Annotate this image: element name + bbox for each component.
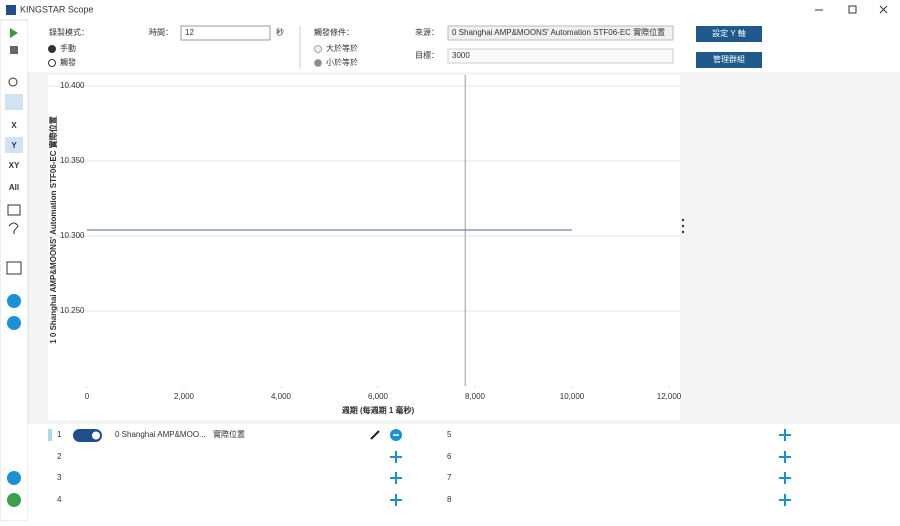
channel-index: 3	[57, 473, 62, 482]
x-tick-label: 10,000	[560, 392, 585, 401]
select-zoom-button[interactable]	[5, 94, 23, 110]
display-button[interactable]	[7, 471, 21, 485]
toolbar-button[interactable]: X	[11, 121, 17, 130]
x-axis-title: 週期 (每週期 1 毫秒)	[342, 405, 415, 415]
target-input[interactable]	[447, 48, 674, 64]
stop-button[interactable]	[10, 46, 18, 54]
toolbar-button[interactable]: All	[9, 183, 19, 192]
add-button[interactable]	[779, 429, 791, 441]
radio-label: 手動	[60, 43, 76, 53]
channel-color	[48, 429, 52, 441]
channel-index: 2	[57, 452, 62, 461]
export-button[interactable]	[6, 261, 22, 275]
record-mode-label: 錄製模式：	[49, 27, 89, 37]
channel-index: 8	[447, 495, 452, 504]
button-label: 設定 Y 軸	[712, 28, 746, 38]
toolbar-button[interactable]: XY	[9, 161, 20, 170]
toggle-knob	[92, 431, 100, 440]
add-button[interactable]	[779, 451, 791, 463]
channel-source: 0 Shanghai AMP&MOO...	[115, 430, 206, 439]
undo-button[interactable]	[8, 222, 19, 234]
channel-list: 1 0 Shanghai AMP&MOO... 實際位置 2 3 4 5 6 7 8	[48, 429, 791, 506]
time-label: 時間：	[149, 28, 173, 37]
x-tick-label: 8,000	[465, 392, 486, 401]
add-button[interactable]	[390, 472, 402, 484]
radio-label: 觸發	[60, 57, 76, 67]
title-bar	[0, 0, 900, 20]
help-button[interactable]	[7, 316, 21, 330]
info-button[interactable]	[7, 294, 21, 308]
menu-dot[interactable]	[681, 218, 685, 222]
radio-manual[interactable]	[48, 45, 56, 53]
time-unit: 秒	[276, 27, 284, 37]
source-value: 0 Shanghai AMP&MOONS' Automation STF06-E…	[452, 27, 665, 37]
y-axis-title: 1 0 Shanghai AMP&MOONS' Automation STF06…	[48, 116, 58, 344]
link-button[interactable]	[7, 493, 21, 507]
y-tick-label: 10.250	[60, 306, 85, 315]
channel-index: 4	[57, 495, 62, 504]
time-input[interactable]	[180, 25, 271, 41]
add-button[interactable]	[390, 451, 402, 463]
add-button[interactable]	[390, 494, 402, 506]
zoom-button[interactable]	[8, 77, 18, 87]
chart-area	[48, 75, 680, 420]
y-tick-label: 10.400	[60, 81, 85, 90]
x-tick-label: 2,000	[174, 392, 195, 401]
edit-button[interactable]	[370, 430, 380, 440]
x-tick-label: 4,000	[271, 392, 292, 401]
button-label: 管理群組	[713, 54, 745, 64]
add-button[interactable]	[779, 494, 791, 506]
source-select[interactable]	[447, 25, 674, 41]
play-button[interactable]	[10, 28, 18, 38]
x-tick-label: 0	[85, 392, 90, 401]
target-label: 目標：	[415, 50, 439, 60]
channel-signal: 實際位置	[213, 429, 245, 439]
channel-panel	[28, 424, 900, 521]
menu-dot	[681, 230, 685, 234]
source-label: 來源：	[415, 28, 439, 37]
y-zoom-active	[5, 137, 23, 153]
add-button[interactable]	[779, 472, 791, 484]
channel-index: 6	[447, 452, 452, 461]
channel-index: 7	[447, 473, 452, 482]
target-value: 3000	[452, 51, 470, 60]
window-title: KINGSTAR Scope	[20, 4, 93, 14]
y-tick-label: 10.350	[60, 156, 85, 165]
trigger-condition-label: 觸發條件：	[314, 27, 354, 37]
x-tick-label: 6,000	[368, 392, 389, 401]
chart: 10.250 10.300 10.350 10.400 0 2,000 4,000 6,000…	[48, 75, 682, 415]
manage-group-button[interactable]	[696, 52, 762, 68]
radio-label: 大於等於	[326, 43, 358, 53]
menu-dot	[681, 224, 685, 228]
channel-index: 1	[57, 430, 62, 439]
maximize[interactable]	[848, 5, 857, 14]
y-tick-label: 10.300	[60, 231, 85, 240]
time-value: 12	[185, 28, 194, 37]
close[interactable]	[879, 5, 888, 14]
radio-trigger[interactable]	[48, 59, 56, 67]
radio-gte[interactable]	[314, 45, 322, 53]
channel-index: 5	[447, 430, 452, 439]
app-icon	[6, 5, 16, 15]
x-tick-label: 12,000	[657, 392, 682, 401]
radio-label: 小於等於	[326, 57, 358, 67]
radio-lte[interactable]	[314, 59, 322, 67]
capture-button[interactable]	[7, 204, 21, 216]
set-y-axis-button[interactable]	[696, 26, 762, 42]
toolbar-button[interactable]: Y	[11, 141, 17, 150]
